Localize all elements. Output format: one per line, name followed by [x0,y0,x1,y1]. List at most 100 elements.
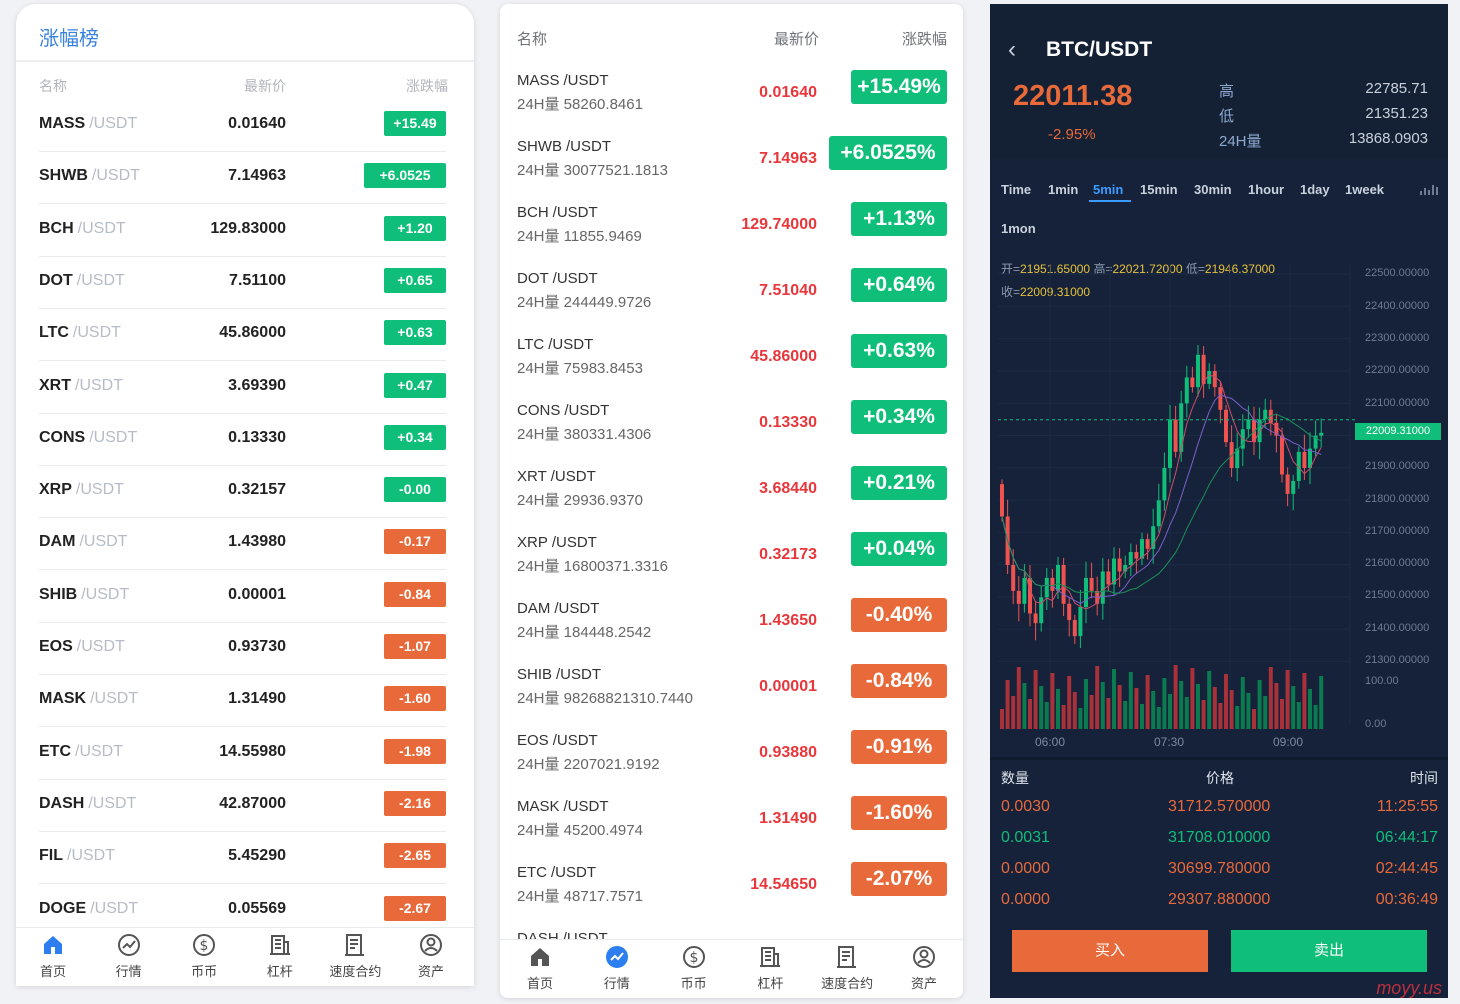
tab-building[interactable]: 杠杆 [735,944,805,992]
trade-time: 06:44:17 [1375,829,1438,846]
change-badge: -1.98 [384,738,446,764]
symbol: BCH/USDT [517,204,598,221]
last-price: 14.54650 [750,876,817,893]
tab-building[interactable]: 杠杆 [245,932,315,980]
market-row-shib[interactable]: SHIB/USDT 0.00001 -0.84 [39,570,446,623]
last-price: 0.13330 [228,428,286,446]
back-icon[interactable]: ‹ [1008,36,1016,63]
symbol: DOT/USDT [39,272,125,290]
market-row-ltc[interactable]: LTC/USDT 24H量 75983.8453 45.86000 +0.63% [517,330,947,396]
candlestick-chart[interactable] [990,244,1448,764]
symbol: XRT/USDT [517,468,596,485]
tab-trend[interactable]: 行情 [582,944,652,992]
candle-body [1274,422,1279,436]
gainers-panel: 涨幅榜 名称 最新价 涨跌幅 MASS/USDT 0.01640 +15.49 SHW… [16,4,474,986]
tab-label: 杠杆 [757,976,784,991]
candle-body [1072,619,1077,637]
symbol: SHIB/USDT [39,586,129,604]
market-row-shwb[interactable]: SHWB/USDT 7.14963 +6.0525 [39,151,446,205]
market-row-dam[interactable]: DAM/USDT 1.43980 -0.17 [39,517,446,571]
candle-body [1319,432,1324,436]
market-row-xrt[interactable]: XRT/USDT 24H量 29936.9370 3.68440 +0.21% [517,462,947,528]
trades-header-time: 时间 [1410,770,1438,786]
stat-label-volume: 24H量 [1219,133,1262,150]
volume-bar [1089,695,1094,729]
market-row-dot[interactable]: DOT/USDT 7.51100 +0.65 [39,256,446,309]
tab-trend[interactable]: 行情 [94,932,164,980]
base-symbol: BCH [517,204,549,221]
change-badge: -2.16 [384,790,446,816]
tab-user[interactable]: 资产 [396,932,466,980]
market-row-etc[interactable]: ETC/USDT 24H量 48717.7571 14.54650 -2.07% [517,858,947,924]
volume-bar [1296,702,1301,729]
interval-time[interactable]: Time [1001,182,1032,197]
header-change: 涨跌幅 [901,31,947,48]
interval-1min[interactable]: 1min [1048,182,1079,197]
volume-bar [1224,674,1228,729]
tab-dollar[interactable]: $ 币币 [659,944,729,992]
market-row-cons[interactable]: CONS/USDT 24H量 380331.4306 0.13330 +0.34% [517,396,947,462]
sell-button[interactable]: 卖出 [1231,930,1427,972]
candle-body [1212,371,1217,388]
market-row-mass[interactable]: MASS/USDT 24H量 58260.8461 0.01640 +15.49% [517,66,947,132]
tab-dollar[interactable]: $ 币币 [169,932,239,980]
tab-home[interactable]: 首页 [18,932,88,980]
market-row-bch[interactable]: BCH/USDT 129.83000 +1.20 [39,204,446,257]
tab-document[interactable]: 速度合约 [320,932,390,980]
candle-body [1128,552,1133,565]
interval-15min[interactable]: 15min [1140,182,1178,197]
market-row-bch[interactable]: BCH/USDT 24H量 11855.9469 129.74000 +1.13% [517,198,947,264]
interval-1week[interactable]: 1week [1345,182,1385,197]
last-price: 0.00001 [759,678,817,695]
volume-bar [1229,690,1234,729]
market-row-dot[interactable]: DOT/USDT 24H量 244449.9726 7.51040 +0.64% [517,264,947,330]
volume-bar [1056,689,1060,729]
candle-body [1224,409,1228,443]
market-row-doge[interactable]: DOGE/USDT 0.05569 -2.67 [39,884,446,937]
quote-symbol: /USDT [67,847,115,865]
volume-24h: 24H量 11855.9469 [517,228,642,245]
chart-type-icon[interactable] [1420,182,1438,196]
stat-label-low: 低 [1219,108,1235,125]
market-row-mass[interactable]: MASS/USDT 0.01640 +15.49 [39,99,446,152]
market-row-xrp[interactable]: XRP/USDT 0.32157 -0.00 [39,465,446,519]
trade-time: 00:36:49 [1375,891,1438,908]
interval-5min[interactable]: 5min [1093,182,1124,197]
last-price: 5.45290 [228,847,286,865]
tab-user[interactable]: 资产 [889,944,959,992]
tab-document[interactable]: 速度合约 [812,944,882,992]
market-row-eos[interactable]: EOS/USDT 24H量 2207021.9192 0.93880 -0.91% [517,726,947,792]
market-row-mask[interactable]: MASK/USDT 1.31490 -1.60 [39,674,446,728]
interval-1mon[interactable]: 1mon [1001,221,1036,236]
low-value: 21946.37000 [1204,262,1275,276]
market-row-shib[interactable]: SHIB/USDT 24H量 98268821310.7440 0.00001 -0.… [517,660,947,726]
market-row-etc[interactable]: ETC/USDT 14.55980 -1.98 [39,727,446,780]
change-badge: -1.60% [851,796,947,830]
market-row-mask[interactable]: MASK/USDT 24H量 45200.4974 1.31490 -1.60% [517,792,947,858]
candle-body [1134,552,1139,559]
interval-1hour[interactable]: 1hour [1248,182,1285,197]
market-row-dam[interactable]: DAM/USDT 24H量 184448.2542 1.43650 -0.40% [517,594,947,660]
market-row-shwb[interactable]: SHWB/USDT 24H量 30077521.1813 7.14963 +6.052… [517,132,947,198]
interval-1day[interactable]: 1day [1300,182,1330,197]
buy-button[interactable]: 买入 [1012,930,1208,972]
market-row-xrp[interactable]: XRP/USDT 24H量 16800371.3316 0.32173 +0.04% [517,528,947,594]
volume-bar [1207,671,1212,729]
market-row-cons[interactable]: CONS/USDT 0.13330 +0.34 [39,413,446,466]
volume-bar [1028,699,1032,729]
volume-24h: 24H量 184448.2542 [517,624,652,641]
candle-body [1201,354,1206,384]
tab-home[interactable]: 首页 [505,944,575,992]
interval-30min[interactable]: 30min [1194,182,1232,197]
market-row-xrt[interactable]: XRT/USDT 3.69390 +0.47 [39,361,446,414]
market-row-eos[interactable]: EOS/USDT 0.93730 -1.07 [39,622,446,675]
base-symbol: MASS [517,72,560,89]
price-tick: 21500.00000 [1365,589,1430,601]
symbol: DAM/USDT [517,600,599,617]
document-icon [834,944,860,970]
candle-body [1246,419,1251,430]
change-badge: +0.34 [384,424,446,450]
market-row-fil[interactable]: FIL/USDT 5.45290 -2.65 [39,831,446,885]
market-row-dash[interactable]: DASH/USDT 42.87000 -2.16 [39,779,446,832]
market-row-ltc[interactable]: LTC/USDT 45.86000 +0.63 [39,308,446,362]
